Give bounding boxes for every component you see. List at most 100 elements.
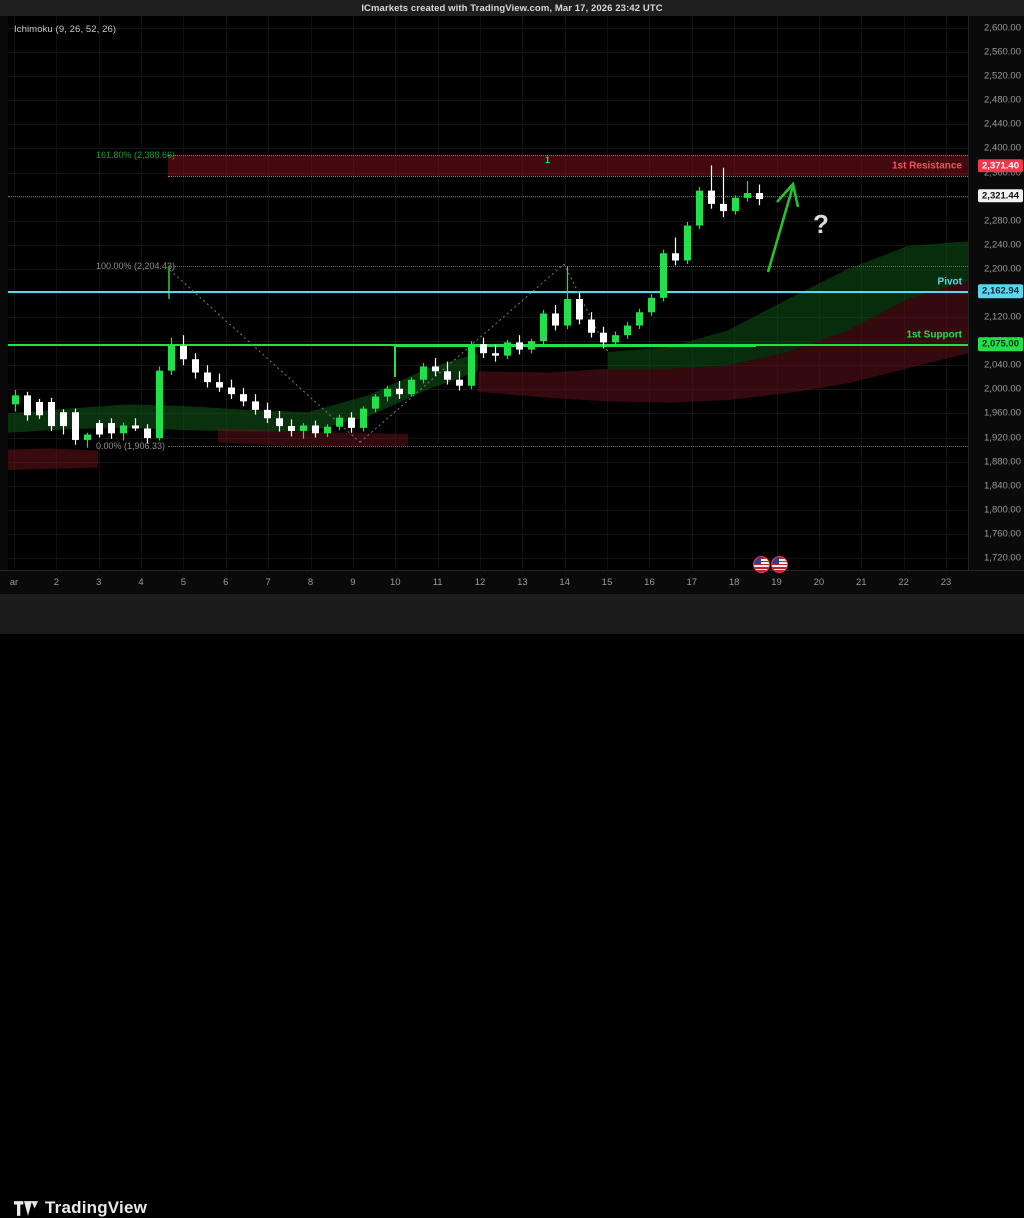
indicator-legend[interactable]: Ichimoku (9, 26, 52, 26) (14, 24, 117, 35)
price-tick-label: 2,280.00 (984, 215, 1021, 227)
time-tick-label: 16 (644, 577, 655, 588)
grid-line-horizontal (8, 52, 968, 54)
price-tick-label: 2,240.00 (984, 239, 1021, 251)
price-tick-label: 1,800.00 (984, 504, 1021, 516)
us-event-flag-1[interactable] (753, 556, 770, 573)
price-tick-label: 1,920.00 (984, 432, 1021, 444)
grid-line-horizontal (8, 148, 968, 150)
time-tick-label: 21 (855, 577, 867, 588)
fib-label-161.8: 161.80% (2,388.66) (96, 150, 176, 161)
grid-line-horizontal (8, 461, 968, 463)
watermark-bar: ICmarkets created with TradingView.com, … (0, 0, 1024, 16)
time-tick-label: 22 (898, 577, 909, 588)
grid-line-horizontal (8, 124, 968, 126)
price-badge-support[interactable]: 2,075.00 (978, 337, 1023, 351)
grid-line-horizontal (8, 437, 968, 439)
pivot-line[interactable] (8, 291, 968, 294)
price-tick-label: 2,520.00 (984, 70, 1021, 82)
time-tick-label: 11 (432, 577, 443, 588)
price-tick-label: 2,040.00 (984, 359, 1021, 371)
pattern-anchor-line (394, 344, 396, 378)
price-tick-label: 2,360.00 (984, 167, 1021, 179)
us-event-flag-2[interactable] (771, 556, 788, 573)
time-tick-label: 15 (601, 577, 613, 588)
forecast-arrow (766, 181, 800, 273)
flag-stripe (754, 562, 769, 564)
time-tick-label: 17 (686, 577, 698, 588)
price-badge-resistance[interactable]: 2,371.40 (978, 158, 1023, 173)
flag-stripe (754, 568, 769, 571)
price-tick-label: 1,840.00 (984, 480, 1021, 492)
flag-canton (772, 557, 779, 564)
time-tick-label: 18 (728, 577, 740, 588)
flag-stripe (754, 565, 769, 567)
question-mark-annotation: ? (813, 209, 829, 239)
grid-line-horizontal (8, 268, 968, 270)
flag-stripe (754, 559, 769, 561)
grid-line-horizontal (8, 293, 968, 294)
price-tick-label: 1,760.00 (984, 528, 1021, 540)
grid-line-horizontal (8, 413, 968, 415)
flag-stripe (772, 562, 787, 564)
time-tick-label: 9 (350, 577, 356, 588)
time-tick-label: 3 (96, 577, 102, 588)
time-tick-label: 12 (474, 577, 486, 588)
time-tick-label: 5 (180, 577, 187, 588)
fib-label-0: 0.00% (1,906.33) (96, 440, 166, 451)
time-tick-label: 23 (940, 577, 952, 588)
flag-stripe (772, 559, 787, 561)
candlestick-series[interactable] (8, 16, 968, 570)
level-label-piv: Pivot (937, 276, 962, 288)
time-tick-label: 13 (517, 577, 528, 588)
grid-line-horizontal (8, 509, 968, 511)
wave-marker-1: 1 (545, 154, 551, 165)
time-tick-label: ar (9, 577, 19, 588)
grid-line-horizontal (8, 76, 968, 78)
tradingview-logo[interactable]: TradingView (14, 1198, 147, 1218)
grid-line-horizontal (8, 485, 968, 487)
price-tick-label: 2,440.00 (984, 118, 1021, 130)
price-tick-label: 2,120.00 (984, 311, 1021, 323)
price-tick-label: 2,000.00 (984, 383, 1021, 395)
time-tick-label: 2 (53, 577, 60, 588)
grid-line-horizontal (8, 172, 968, 174)
grid-line-horizontal (8, 220, 968, 222)
grid-line-horizontal (8, 100, 968, 102)
pattern-base-line (394, 344, 756, 347)
grid-line-horizontal (8, 244, 968, 246)
tradingview-mark-icon (14, 1200, 38, 1216)
level-label-sup: 1st Support (906, 329, 962, 341)
price-tick-label: 2,480.00 (984, 94, 1021, 106)
time-tick-label: 20 (813, 577, 825, 588)
grid-line-horizontal (8, 557, 968, 559)
price-badge-pivot[interactable]: 2,162.94 (978, 284, 1023, 298)
time-tick-label: 7 (265, 577, 271, 588)
price-badge-last[interactable]: 2,321.44 (978, 189, 1023, 203)
grid-line-horizontal (8, 28, 968, 30)
price-tick-label: 1,880.00 (984, 456, 1021, 468)
fib-anchor-line (168, 266, 170, 299)
price-tick-label: 2,200.00 (984, 263, 1021, 275)
price-tick-label: 1,720.00 (984, 552, 1021, 564)
fib-line-161 (168, 155, 968, 157)
price-tick-label: 2,400.00 (984, 142, 1021, 154)
watermark-text: ICmarkets created with TradingView.com, … (361, 2, 663, 14)
price-tick-label: 1,960.00 (984, 407, 1021, 419)
price-tick-label: 2,600.00 (984, 22, 1021, 34)
level-label-res: 1st Resistance (891, 160, 962, 172)
chart-plot-area[interactable]: 161.80% (2,388.66) 100.00% (2,204.43) 0.00… (8, 16, 968, 570)
flag-stripe (772, 568, 787, 571)
price-axis[interactable]: 2,600.00 2,560.00 2,520.00 2,480.00 2,440.00… (968, 16, 1024, 570)
flag-canton (754, 557, 761, 564)
time-tick-label: 19 (771, 577, 782, 588)
wave-marker-0: 0 (542, 332, 548, 343)
time-tick-label: 6 (223, 577, 229, 588)
time-tick-label: 8 (307, 577, 314, 588)
time-tick-label: 14 (559, 577, 571, 588)
grid-line-horizontal (8, 196, 968, 198)
time-axis[interactable]: ar 2 3 4 5 6 7 8 9 10 11 12 13 14 15 16 17 18 19 20 21 22 23 (0, 570, 1024, 595)
grid-line-horizontal (8, 317, 968, 319)
flag-stripe (772, 565, 787, 567)
tradingview-wordmark: TradingView (45, 1198, 148, 1217)
fib-label-100: 100.00% (2,204.43) (96, 261, 176, 272)
